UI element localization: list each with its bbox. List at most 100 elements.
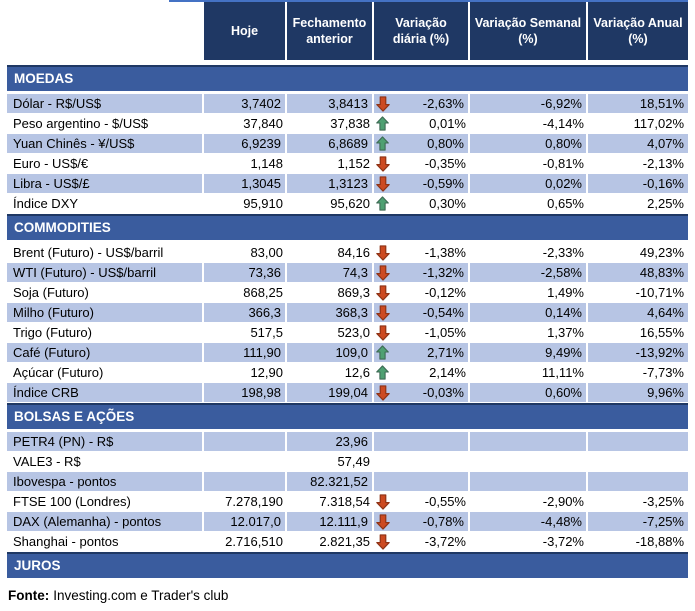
up-arrow-icon: [376, 136, 390, 152]
table-row: VALE3 - R$ 57,49: [7, 452, 688, 471]
variacao-semanal-cell: 0,65%: [547, 196, 584, 211]
variacao-semanal-cell: 0,80%: [470, 134, 588, 153]
hoje-cell: 198,98: [204, 383, 287, 402]
variacao-semanal-cell: -4,14%: [542, 116, 584, 131]
section-header-juros: JUROS: [7, 552, 688, 578]
variacao-diaria-cell: -3,72%: [374, 532, 470, 551]
variacao-diaria-value: -2,63%: [422, 96, 464, 111]
variacao-semanal-cell: -4,48%: [470, 512, 588, 531]
variacao-diaria-cell: [374, 432, 470, 451]
variacao-anual-cell: [588, 452, 688, 471]
table-row: Peso argentino - $/US$ 37,840 37,838 0,01% -…: [7, 114, 688, 133]
variacao-diaria-value: -0,03%: [422, 385, 464, 400]
variacao-anual-cell: -10,71%: [635, 285, 684, 300]
variacao-diaria-cell: -1,32%: [374, 263, 470, 282]
variacao-diaria-cell: -0,78%: [374, 512, 470, 531]
column-header-0: Hoje: [204, 2, 287, 60]
column-header-1: Fechamento anterior: [287, 2, 374, 60]
variacao-semanal-cell: 1,49%: [547, 285, 584, 300]
fechamento-anterior-cell: 12,6: [344, 365, 370, 380]
table-row: Trigo (Futuro) 517,5 523,0 -1,05% 1,37% 16,55…: [7, 323, 688, 342]
row-label-cell: VALE3 - R$: [13, 454, 81, 469]
variacao-diaria-value: -0,35%: [424, 156, 466, 171]
fechamento-anterior-cell: 199,04: [287, 383, 374, 402]
fechamento-anterior-cell: 6,8689: [287, 134, 374, 153]
variacao-anual-cell: -7,25%: [588, 512, 688, 531]
variacao-diaria-value: -1,38%: [424, 245, 466, 260]
variacao-semanal-cell: -3,72%: [542, 534, 584, 549]
row-label-cell: Dólar - R$/US$: [7, 94, 204, 113]
variacao-semanal-cell: -2,33%: [542, 245, 584, 260]
table-row: Açúcar (Futuro) 12,90 12,6 2,14% 11,11% -7,73…: [7, 363, 688, 382]
fechamento-anterior-cell: 1,3123: [287, 174, 374, 193]
down-arrow-icon: [376, 513, 390, 530]
variacao-diaria-value: -3,72%: [424, 534, 466, 549]
variacao-diaria-cell: 0,80%: [374, 134, 470, 153]
fechamento-anterior-cell: 37,838: [330, 116, 370, 131]
variacao-diaria-cell: -0,54%: [374, 303, 470, 322]
variacao-semanal-cell: [470, 452, 588, 471]
hoje-cell: 95,910: [243, 196, 283, 211]
hoje-cell: [204, 452, 287, 471]
variacao-diaria-value: -1,05%: [424, 325, 466, 340]
variacao-anual-cell: 9,96%: [588, 383, 688, 402]
fechamento-anterior-cell: 23,96: [287, 432, 374, 451]
variacao-diaria-value: 0,80%: [427, 136, 464, 151]
table-row: Yuan Chinês - ¥/US$ 6,9239 6,8689 0,80% 0,80…: [7, 134, 688, 153]
down-arrow-icon: [376, 533, 390, 550]
variacao-semanal-cell: 0,60%: [470, 383, 588, 402]
fechamento-anterior-cell: 3,8413: [287, 94, 374, 113]
fechamento-anterior-cell: 2.821,35: [319, 534, 370, 549]
variacao-diaria-cell: -2,63%: [374, 94, 470, 113]
table-row: Índice CRB 198,98 199,04 -0,03% 0,60% 9,96%: [7, 383, 688, 402]
variacao-anual-cell: [588, 432, 688, 451]
variacao-semanal-cell: 0,14%: [470, 303, 588, 322]
table-row: Ibovespa - pontos 82.321,52: [7, 472, 688, 491]
down-arrow-icon: [376, 304, 390, 321]
hoje-cell: 12,90: [250, 365, 283, 380]
row-label-cell: Ibovespa - pontos: [7, 472, 204, 491]
variacao-anual-cell: 18,51%: [588, 94, 688, 113]
fechamento-anterior-cell: 869,3: [337, 285, 370, 300]
table-row: Milho (Futuro) 366,3 368,3 -0,54% 0,14% 4,64%: [7, 303, 688, 322]
fechamento-anterior-cell: 368,3: [287, 303, 374, 322]
hoje-cell: [204, 472, 287, 491]
variacao-anual-cell: 4,64%: [588, 303, 688, 322]
variacao-anual-cell: -2,13%: [642, 156, 684, 171]
variacao-diaria-value: -1,32%: [422, 265, 464, 280]
variacao-diaria-cell: -0,12%: [374, 283, 470, 302]
hoje-cell: 517,5: [250, 325, 283, 340]
header-top-border: [169, 0, 688, 2]
hoje-cell: 37,840: [243, 116, 283, 131]
down-arrow-icon: [376, 155, 390, 172]
hoje-cell: 868,25: [243, 285, 283, 300]
column-header-2: Variação diária (%): [374, 2, 470, 60]
hoje-cell: 7.278,190: [225, 494, 283, 509]
row-label-cell: Açúcar (Futuro): [13, 365, 104, 380]
row-label-cell: WTI (Futuro) - US$/barril: [7, 263, 204, 282]
table-body: MOEDAS Dólar - R$/US$ 3,7402 3,8413 -2,63% -6…: [0, 65, 695, 578]
variacao-diaria-cell: 0,30%: [374, 194, 470, 213]
table-row: PETR4 (PN) - R$ 23,96: [7, 432, 688, 451]
variacao-diaria-cell: [374, 452, 470, 471]
variacao-diaria-cell: -0,55%: [374, 492, 470, 511]
fechamento-anterior-cell: 84,16: [337, 245, 370, 260]
table-row: Índice DXY 95,910 95,620 0,30% 0,65% 2,25%: [7, 194, 688, 213]
hoje-cell: 1,148: [250, 156, 283, 171]
table-row: Brent (Futuro) - US$/barril 83,00 84,16 -1,…: [7, 243, 688, 262]
table-header: Hoje Fechamento anterior Variação diária (…: [7, 2, 688, 60]
variacao-anual-cell: -13,92%: [588, 343, 688, 362]
table-row: FTSE 100 (Londres) 7.278,190 7.318,54 -0,55…: [7, 492, 688, 511]
table-row: Euro - US$/€ 1,148 1,152 -0,35% -0,81% -2,13%: [7, 154, 688, 173]
hoje-cell: 2.716,510: [225, 534, 283, 549]
fechamento-anterior-cell: 1,152: [337, 156, 370, 171]
hoje-cell: 12.017,0: [204, 512, 287, 531]
down-arrow-icon: [376, 384, 390, 401]
row-label-cell: Brent (Futuro) - US$/barril: [13, 245, 164, 260]
column-header-4: Variação Anual (%): [588, 2, 688, 60]
variacao-anual-cell: 2,25%: [647, 196, 684, 211]
row-label-cell: PETR4 (PN) - R$: [7, 432, 204, 451]
variacao-semanal-cell: -2,58%: [470, 263, 588, 282]
column-header-3: Variação Semanal (%): [470, 2, 588, 60]
